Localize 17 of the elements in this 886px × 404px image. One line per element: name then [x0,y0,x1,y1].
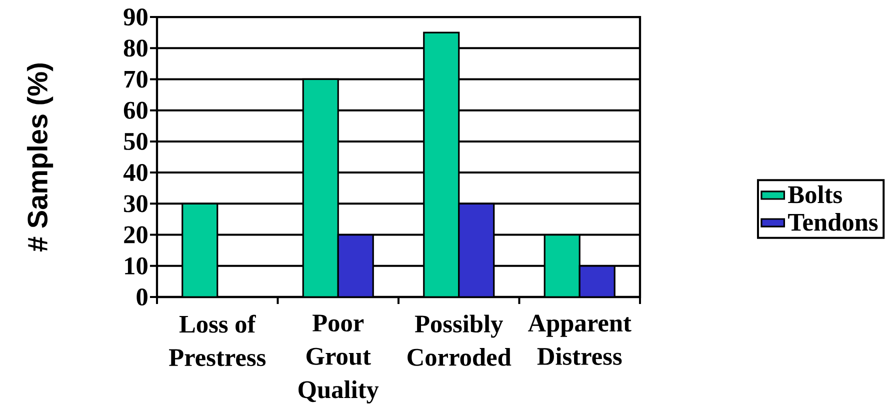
y-tick-label: 50 [124,132,148,150]
y-tick-label: 20 [124,226,148,244]
y-tick-label: 60 [124,102,148,119]
y-tick-label: 10 [125,257,148,274]
y-tick-label: 90 [124,8,148,26]
y-tick-label: 30 [124,195,148,212]
x-tick-label: Apparent Distress [528,314,632,366]
y-tick-label: 0 [136,288,148,306]
legend-label: Bolts [788,185,842,204]
y-tick-label: 70 [124,70,148,88]
x-tick-label: Possibly Corroded [408,314,512,366]
y-axis-title: # Samples (%) [26,64,54,252]
y-tick-label: 80 [124,40,148,57]
x-tick-label: Poor Grout Quality [298,314,379,404]
x-tick-label: Loss of Prestress [169,314,266,366]
y-tick-label: 40 [123,164,148,182]
legend-label: Tendons [788,213,878,231]
